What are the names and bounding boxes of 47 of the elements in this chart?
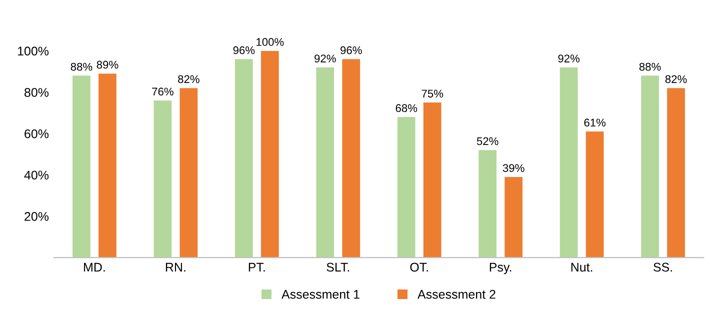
data-label: 88% [639,62,661,71]
bar [586,131,604,258]
x-tick-label: MD. [84,262,105,272]
data-label: 61% [584,118,606,127]
bar [560,67,578,258]
bar [504,176,523,258]
bar [316,67,334,258]
y-tick-label: 40% [24,170,49,180]
data-label: 88% [70,62,92,71]
bar [72,76,90,258]
x-tick-label: RN. [166,262,186,272]
data-label: 75% [422,90,444,98]
x-tick-label: Psy. [490,262,512,274]
data-label: 82% [665,75,687,84]
y-tick-label: 20% [24,212,49,221]
data-label: 96% [233,46,255,54]
x-tick-label: SLT. [326,262,350,272]
bar [423,102,442,258]
data-label: 100% [256,38,284,46]
data-label: 89% [96,60,118,69]
data-label: 92% [558,54,580,62]
data-label: 96% [340,46,362,54]
bar [154,100,172,258]
x-tick-label: SS. [654,262,672,272]
bar [667,88,685,258]
y-tick-label: 100% [18,46,49,56]
data-label: 39% [502,164,524,172]
bar [234,59,253,258]
y-tick-label: 80% [24,88,49,97]
x-tick-label: Nut. [571,262,592,272]
data-label: 68% [396,104,418,112]
bar [641,76,659,258]
bar [397,117,416,258]
bar [180,88,198,258]
data-label: 92% [314,54,336,62]
x-tick-label: PT. [248,262,265,272]
bar [342,59,360,258]
data-label: 76% [152,88,174,96]
y-tick-label: 60% [24,129,49,138]
legend-label: Assessment 1 [282,290,360,299]
legend-label: Assessment 2 [418,290,496,299]
bar [260,50,279,258]
data-label: 82% [178,75,200,84]
bar [478,150,497,258]
bar [98,74,116,258]
x-tick-label: OT. [410,262,428,272]
data-label: 52% [476,137,498,146]
